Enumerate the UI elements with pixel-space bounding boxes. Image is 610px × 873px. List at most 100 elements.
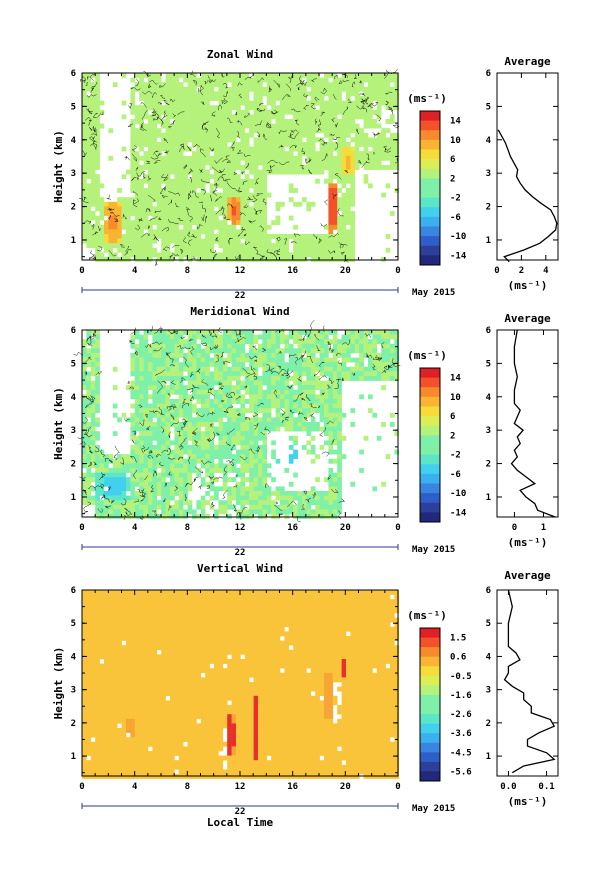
colorbar-segment [420, 236, 440, 247]
heatmap-cell [200, 422, 206, 427]
heatmap-cell [95, 206, 100, 212]
heatmap-cell [214, 238, 219, 244]
heatmap-cell [231, 96, 237, 101]
heatmap-cell [82, 142, 87, 147]
heatmap-cell [200, 142, 206, 147]
contour-line [168, 457, 176, 460]
heatmap-cell [130, 385, 136, 391]
heatmap-cell [368, 362, 373, 368]
heatmap-cell [266, 82, 272, 88]
contour-line [209, 147, 214, 152]
heatmap-cell [214, 128, 219, 134]
heatmap-cell [332, 238, 338, 244]
heatmap-cell [302, 151, 307, 157]
heatmap-cell [240, 366, 246, 372]
heatmap-cell [275, 160, 281, 166]
heatmap-cell [148, 495, 153, 501]
heatmap-cell [266, 165, 272, 170]
heatmap-cell [310, 243, 316, 249]
heatmap-cell [240, 477, 246, 483]
contour-line [211, 481, 215, 485]
heatmap-cell [332, 243, 338, 249]
heatmap-cell [372, 366, 378, 372]
heatmap-cell [293, 399, 298, 404]
heatmap-cell [148, 357, 153, 363]
heatmap-cell [319, 142, 325, 147]
heatmap-cell [337, 440, 342, 446]
heatmap-cell [222, 380, 228, 386]
heatmap-cell [266, 486, 272, 492]
heatmap-cell [253, 426, 259, 432]
heatmap-cell [139, 229, 144, 235]
heatmap-cell [192, 137, 197, 143]
x-tick-label: 4 [132, 266, 138, 276]
contour-line [245, 370, 256, 378]
heatmap-cell [205, 408, 210, 414]
heatmap-cell [86, 155, 92, 161]
heatmap-cell [99, 454, 105, 460]
contour-line [127, 380, 130, 384]
contour-line [220, 351, 224, 358]
heatmap-cell [271, 243, 276, 249]
heatmap-cell [240, 343, 246, 349]
heatmap-cell [165, 183, 171, 189]
heatmap-cell [209, 343, 215, 349]
heatmap-cell [231, 229, 237, 235]
heatmap-cell [328, 123, 334, 129]
heatmap-cell [337, 77, 342, 83]
heatmap-cell [271, 371, 276, 377]
heatmap-cell [108, 215, 114, 221]
heatmap-cell [302, 119, 307, 124]
heatmap-cell [86, 82, 92, 88]
heatmap-cell [95, 77, 100, 83]
heatmap-cell [152, 165, 158, 170]
heatmap-cell [346, 132, 351, 138]
heatmap-cell [183, 132, 188, 138]
contour-line [298, 411, 304, 415]
heatmap-cell [126, 238, 131, 244]
heatmap-cell [130, 504, 136, 510]
heatmap-cell [271, 77, 276, 83]
contour-line [264, 426, 271, 435]
heatmap-cell [297, 169, 303, 175]
heatmap-cell [112, 211, 118, 216]
heatmap-cell [126, 458, 131, 464]
heatmap-cell [341, 362, 347, 368]
heatmap-cell [156, 234, 162, 239]
heatmap-cell [266, 109, 272, 115]
contour-line [81, 149, 87, 157]
heatmap-cell [112, 366, 118, 372]
contour-line [182, 236, 187, 244]
heatmap-cell [231, 343, 237, 349]
heatmap-cell [170, 114, 175, 120]
heatmap-cell [170, 146, 175, 152]
heatmap-cell [222, 412, 228, 418]
heatmap-cell [324, 330, 329, 335]
contour-line [388, 106, 394, 112]
heatmap-cell [240, 119, 246, 124]
heatmap-cell [236, 385, 241, 391]
contour-line [164, 150, 170, 154]
heatmap-cell [143, 192, 149, 198]
contour-line [94, 446, 100, 453]
heatmap-cell [170, 123, 175, 129]
colorbar-segment [420, 207, 440, 218]
heatmap-cell [253, 247, 259, 253]
heatmap-cell [280, 357, 285, 363]
heatmap-cell [222, 371, 228, 377]
heatmap-cell [86, 86, 92, 92]
heatmap-cell [222, 82, 228, 88]
heatmap-cell [90, 380, 96, 386]
heatmap-cell [139, 509, 144, 515]
heatmap-cell [240, 472, 246, 478]
heatmap-cell [148, 151, 153, 157]
colorbar-frame [419, 110, 441, 266]
heatmap-cell [337, 105, 342, 111]
contour-line [153, 150, 159, 155]
heatmap-cell [266, 343, 272, 349]
heatmap-cell [152, 192, 158, 198]
heatmap-cell [262, 137, 268, 143]
heatmap-cell [196, 399, 202, 404]
contour-line [153, 159, 161, 164]
heatmap-cell [209, 486, 215, 492]
